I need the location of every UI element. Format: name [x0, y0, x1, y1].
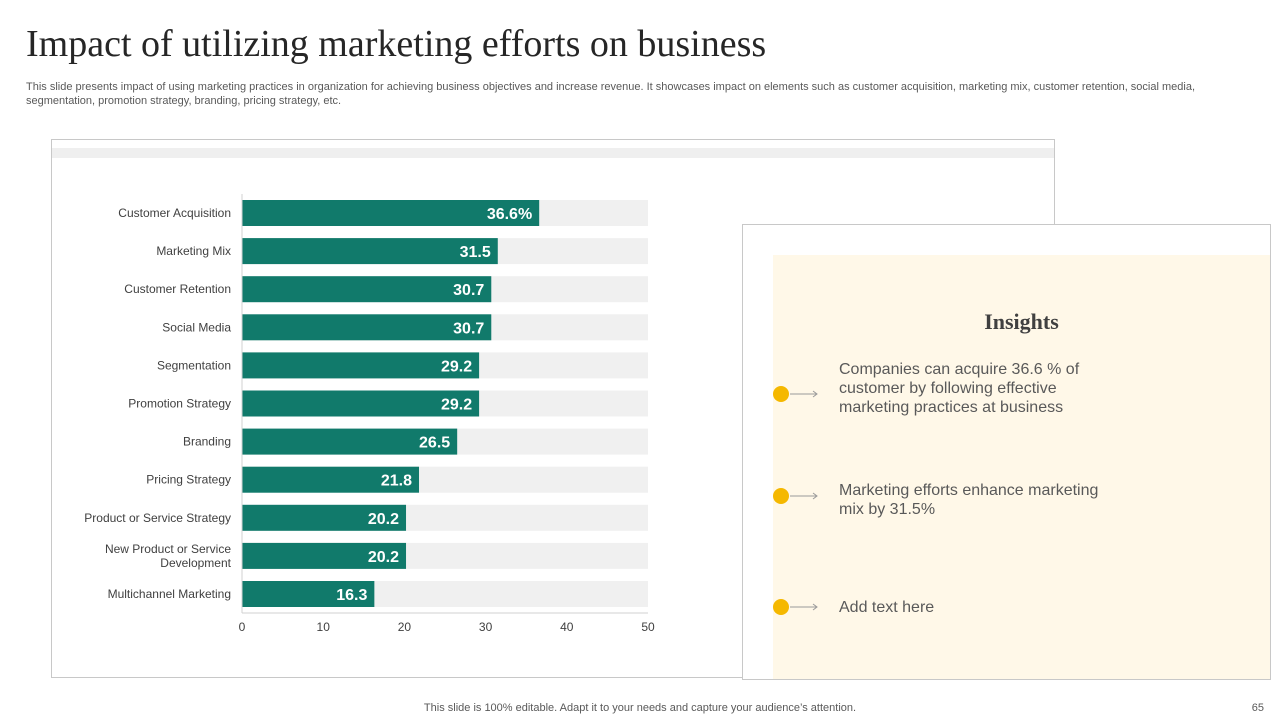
bar-value-label: 21.8: [381, 473, 412, 490]
category-label: Promotion Strategy: [128, 397, 231, 411]
page-number: 65: [1251, 702, 1264, 714]
x-tick-label: 20: [398, 620, 412, 634]
bullet-dot-icon: [773, 599, 789, 615]
x-tick-label: 0: [239, 620, 246, 634]
category-label: Customer Acquisition: [118, 206, 231, 220]
bar-value-label: 31.5: [460, 244, 491, 261]
bar: [242, 504, 407, 531]
chart-card-header-band: [52, 148, 1054, 158]
insights-panel: Insights Companies can acquire 36.6 % of…: [773, 255, 1270, 679]
bar-value-label: 16.3: [336, 587, 367, 604]
x-tick-label: 50: [641, 620, 655, 634]
category-label: New Product or Service Development: [105, 542, 232, 570]
category-label: Social Media: [162, 320, 231, 334]
bar: [242, 314, 492, 341]
insights-heading: Insights: [984, 309, 1059, 334]
category-label: Segmentation: [157, 358, 231, 372]
bar: [242, 542, 407, 569]
bullet-dot-icon: [773, 386, 789, 402]
category-label: Customer Retention: [124, 282, 231, 296]
x-tick-label: 10: [317, 620, 331, 634]
insights-card: Insights Companies can acquire 36.6 % of…: [742, 224, 1271, 680]
bar-chart: 36.6% Customer Acquisition 31.5 Marketing M…: [84, 194, 655, 634]
category-label: Branding: [183, 435, 231, 449]
bar-value-label: 20.2: [368, 549, 399, 566]
bullet-dot-icon: [773, 488, 789, 504]
bar-value-label: 36.6%: [487, 206, 532, 223]
bar: [242, 238, 498, 265]
slide-title: Impact of utilizing marketing efforts on…: [26, 23, 767, 65]
category-label: Marketing Mix: [156, 244, 231, 258]
bar: [242, 352, 480, 379]
category-label: Pricing Strategy: [146, 473, 231, 487]
bar-value-label: 26.5: [419, 435, 450, 452]
insight-text: Companies can acquire 36.6 % of customer…: [839, 361, 1080, 416]
slide-subtitle: This slide presents impact of using mark…: [26, 81, 1196, 107]
bar: [242, 276, 492, 303]
footer-note: This slide is 100% editable. Adapt it to…: [423, 702, 857, 714]
arrow-right-icon: [790, 492, 818, 500]
insight-text: Marketing efforts enhance marketing mix …: [839, 482, 1099, 518]
bar: [242, 428, 458, 455]
bar-value-label: 30.7: [453, 320, 484, 337]
x-tick-label: 40: [560, 620, 574, 634]
bar: [242, 200, 540, 226]
bar: [242, 466, 420, 493]
bar: [242, 390, 480, 417]
bar-value-label: 29.2: [441, 358, 472, 375]
bar-value-label: 29.2: [441, 397, 472, 414]
x-tick-label: 30: [479, 620, 493, 634]
insight-text: Add text here: [839, 599, 935, 616]
arrow-right-icon: [790, 603, 818, 611]
bar-value-label: 30.7: [453, 282, 484, 299]
category-label: Multichannel Marketing: [108, 587, 231, 601]
category-label: Product or Service Strategy: [84, 511, 231, 525]
arrow-right-icon: [790, 390, 818, 398]
bar-value-label: 20.2: [368, 511, 399, 528]
bar: [242, 581, 375, 607]
